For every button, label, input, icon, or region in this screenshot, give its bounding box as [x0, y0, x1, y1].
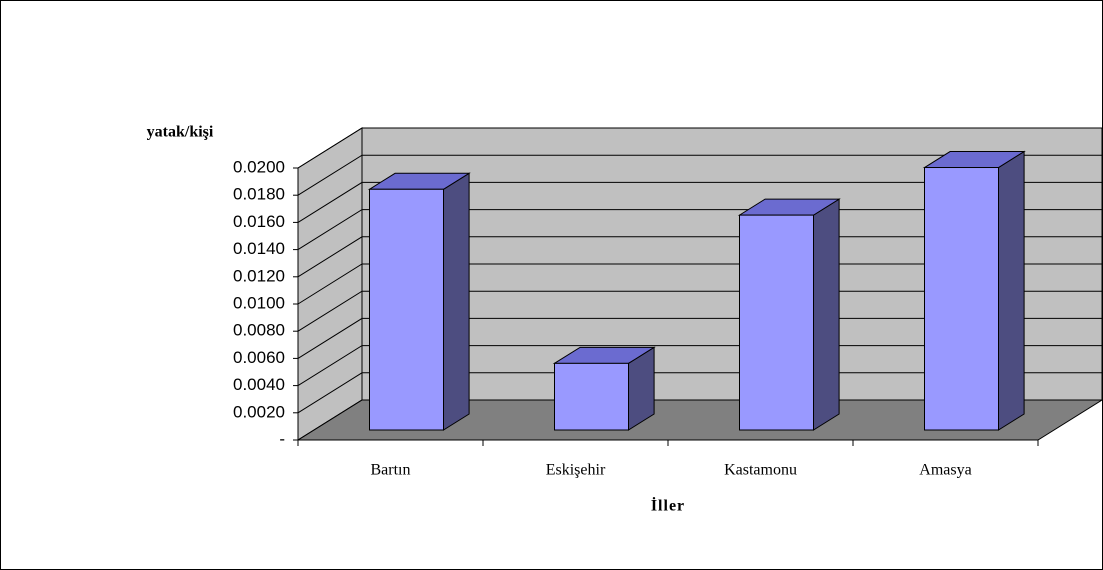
y-tick-label: 0.0160	[233, 212, 285, 231]
bar	[369, 188, 444, 431]
bar	[554, 362, 629, 431]
grid-line	[297, 290, 1102, 332]
plot-area: - 0.0020 0.0040 0.0060 0.0080 0.0100 0.0120 0.0…	[233, 127, 1103, 448]
grid-line	[297, 154, 1102, 196]
x-axis-title: İller	[651, 496, 685, 515]
y-tick-label: 0.0140	[233, 239, 285, 258]
y-tick-label: 0.0060	[233, 348, 285, 367]
grid-line	[297, 209, 1102, 251]
y-tick-label: 0.0080	[233, 321, 285, 340]
bar-side	[443, 172, 470, 431]
y-tick-label: 0.0020	[233, 402, 285, 421]
y-tick-label: 0.0040	[233, 375, 285, 394]
y-tick-label: -	[279, 429, 285, 448]
x-tick-label: Kastamonu	[724, 462, 797, 479]
grid-line	[297, 399, 1102, 441]
bar-side	[998, 150, 1025, 431]
grid-line	[297, 181, 1102, 223]
grid-line	[297, 127, 1102, 169]
y-tick-label: 0.0180	[233, 185, 285, 204]
bar	[739, 214, 814, 431]
bar-side	[813, 198, 840, 431]
grid-line	[297, 372, 1102, 414]
bar	[924, 167, 999, 431]
x-tick-label: Bartın	[371, 462, 411, 479]
grid-line	[297, 236, 1102, 278]
grid-line	[297, 345, 1102, 387]
grid-line	[297, 317, 1102, 359]
y-tick-label: 0.0120	[233, 266, 285, 285]
grid-line	[297, 263, 1102, 305]
x-tick-label: Amasya	[919, 462, 971, 479]
x-tick-label: Eskişehir	[546, 462, 606, 479]
y-axis-title: yatak/kişi	[147, 124, 214, 141]
y-tick-label: 0.0100	[233, 293, 285, 312]
y-tick-label: 0.0200	[233, 157, 285, 176]
